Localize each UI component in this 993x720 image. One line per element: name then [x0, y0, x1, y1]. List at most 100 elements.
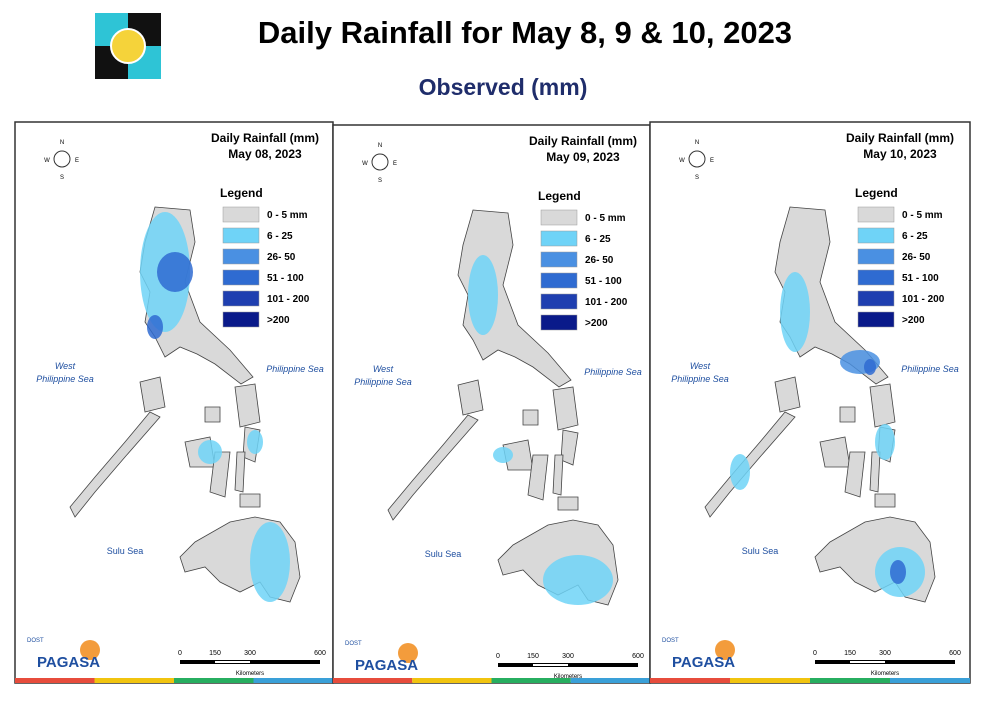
- compass-letter: E: [393, 161, 397, 167]
- compass-letter: E: [75, 158, 79, 164]
- scale-label: 600: [314, 650, 326, 657]
- compass-letter: W: [44, 158, 50, 164]
- subtitle: Observed (mm): [419, 74, 588, 100]
- agency-name: PAGASA: [355, 657, 418, 674]
- agency-logo-mark: [80, 640, 100, 660]
- legend-label: 6 - 25: [902, 231, 928, 242]
- legend-label: 6 - 25: [585, 234, 611, 245]
- map-panel: Daily Rainfall (mm) May 09, 2023 N S E W Legen…: [332, 124, 651, 684]
- compass: [53, 150, 71, 168]
- panel-title: Daily Rainfall (mm): [211, 131, 319, 145]
- legend-swatch: [857, 269, 895, 286]
- scale-unit: Kilometers: [554, 674, 582, 680]
- legend-swatch: [540, 293, 578, 310]
- compass-letter: N: [695, 140, 699, 146]
- scale-label: 150: [844, 650, 856, 657]
- island: [522, 409, 539, 426]
- compass-letter: W: [679, 158, 685, 164]
- legend-swatch: [540, 209, 578, 226]
- panel-date: May 08, 2023: [228, 147, 302, 161]
- island: [869, 451, 881, 493]
- rain-area: [864, 359, 876, 375]
- island: [457, 209, 572, 388]
- legend-label: 0 - 5 mm: [585, 213, 626, 224]
- legend-swatch: [222, 248, 260, 265]
- legend-label: >200: [267, 315, 290, 326]
- rain-area: [730, 454, 750, 490]
- rain-area: [247, 430, 263, 454]
- scale-label: 300: [562, 653, 574, 660]
- sea-label: Sulu Sea: [742, 546, 779, 556]
- rain-area: [250, 522, 290, 602]
- legend-swatch: [540, 314, 578, 331]
- scale-label: 150: [527, 653, 539, 660]
- legend-swatch: [857, 248, 895, 265]
- legend-label: >200: [585, 318, 608, 329]
- rain-area: [780, 272, 810, 352]
- color-strip: [174, 678, 254, 683]
- legend-swatch: [540, 272, 578, 289]
- color-strip: [491, 678, 571, 683]
- rain-area: [890, 560, 906, 584]
- color-strip: [650, 678, 730, 683]
- color-strip: [253, 678, 333, 683]
- panel-title: Daily Rainfall (mm): [529, 134, 637, 148]
- legend-swatch: [222, 206, 260, 223]
- color-strip: [94, 678, 174, 683]
- color-strip: [730, 678, 810, 683]
- panel-title: Daily Rainfall (mm): [846, 131, 954, 145]
- scale-unit: Kilometers: [236, 671, 264, 677]
- island: [819, 436, 851, 468]
- island: [239, 493, 261, 508]
- compass-letter: S: [60, 175, 64, 181]
- legend-label: >200: [902, 315, 925, 326]
- sea-label: Philippine Sea: [354, 377, 412, 387]
- rain-area: [198, 440, 222, 464]
- scale-label: 0: [496, 653, 500, 660]
- compass-letter: N: [60, 140, 64, 146]
- island: [234, 451, 246, 493]
- sea-label: Sulu Sea: [425, 549, 462, 559]
- legend-label: 0 - 5 mm: [267, 210, 308, 221]
- legend-label: 0 - 5 mm: [902, 210, 943, 221]
- rain-area: [147, 315, 163, 339]
- legend-swatch: [857, 311, 895, 328]
- island: [560, 429, 579, 466]
- sea-label: Philippine Sea: [671, 374, 729, 384]
- map-panel: Daily Rainfall (mm) May 08, 2023 N S E W Legen…: [14, 121, 334, 684]
- compass-letter: S: [378, 178, 382, 184]
- agency-dost: DOST: [27, 638, 44, 644]
- legend-swatch: [222, 269, 260, 286]
- rain-area: [543, 555, 613, 605]
- sea-label: Philippine Sea: [266, 364, 324, 374]
- legend-swatch: [857, 206, 895, 223]
- scale-bar-seg: [850, 661, 885, 663]
- compass-letter: S: [695, 175, 699, 181]
- agency-dost: DOST: [662, 638, 679, 644]
- legend-label: 51 - 100: [902, 273, 939, 284]
- island: [839, 406, 856, 423]
- legend-swatch: [222, 227, 260, 244]
- legend-label: 101 - 200: [585, 297, 628, 308]
- legend-label: 51 - 100: [585, 276, 622, 287]
- legend-title: Legend: [538, 189, 581, 203]
- agency-logo-mark: [715, 640, 735, 660]
- island: [874, 493, 896, 508]
- sea-label: West: [690, 361, 711, 371]
- scale-label: 0: [813, 650, 817, 657]
- legend-swatch: [540, 230, 578, 247]
- island: [527, 454, 549, 501]
- island: [844, 451, 866, 498]
- sea-label: Philippine Sea: [901, 364, 959, 374]
- rain-area: [157, 252, 193, 292]
- legend-swatch: [857, 290, 895, 307]
- legend-title: Legend: [855, 186, 898, 200]
- island: [869, 383, 896, 428]
- color-strip: [412, 678, 492, 683]
- scale-unit: Kilometers: [871, 671, 899, 677]
- scale-label: 600: [632, 653, 644, 660]
- rain-area: [468, 255, 498, 335]
- compass: [688, 150, 706, 168]
- legend-swatch: [540, 251, 578, 268]
